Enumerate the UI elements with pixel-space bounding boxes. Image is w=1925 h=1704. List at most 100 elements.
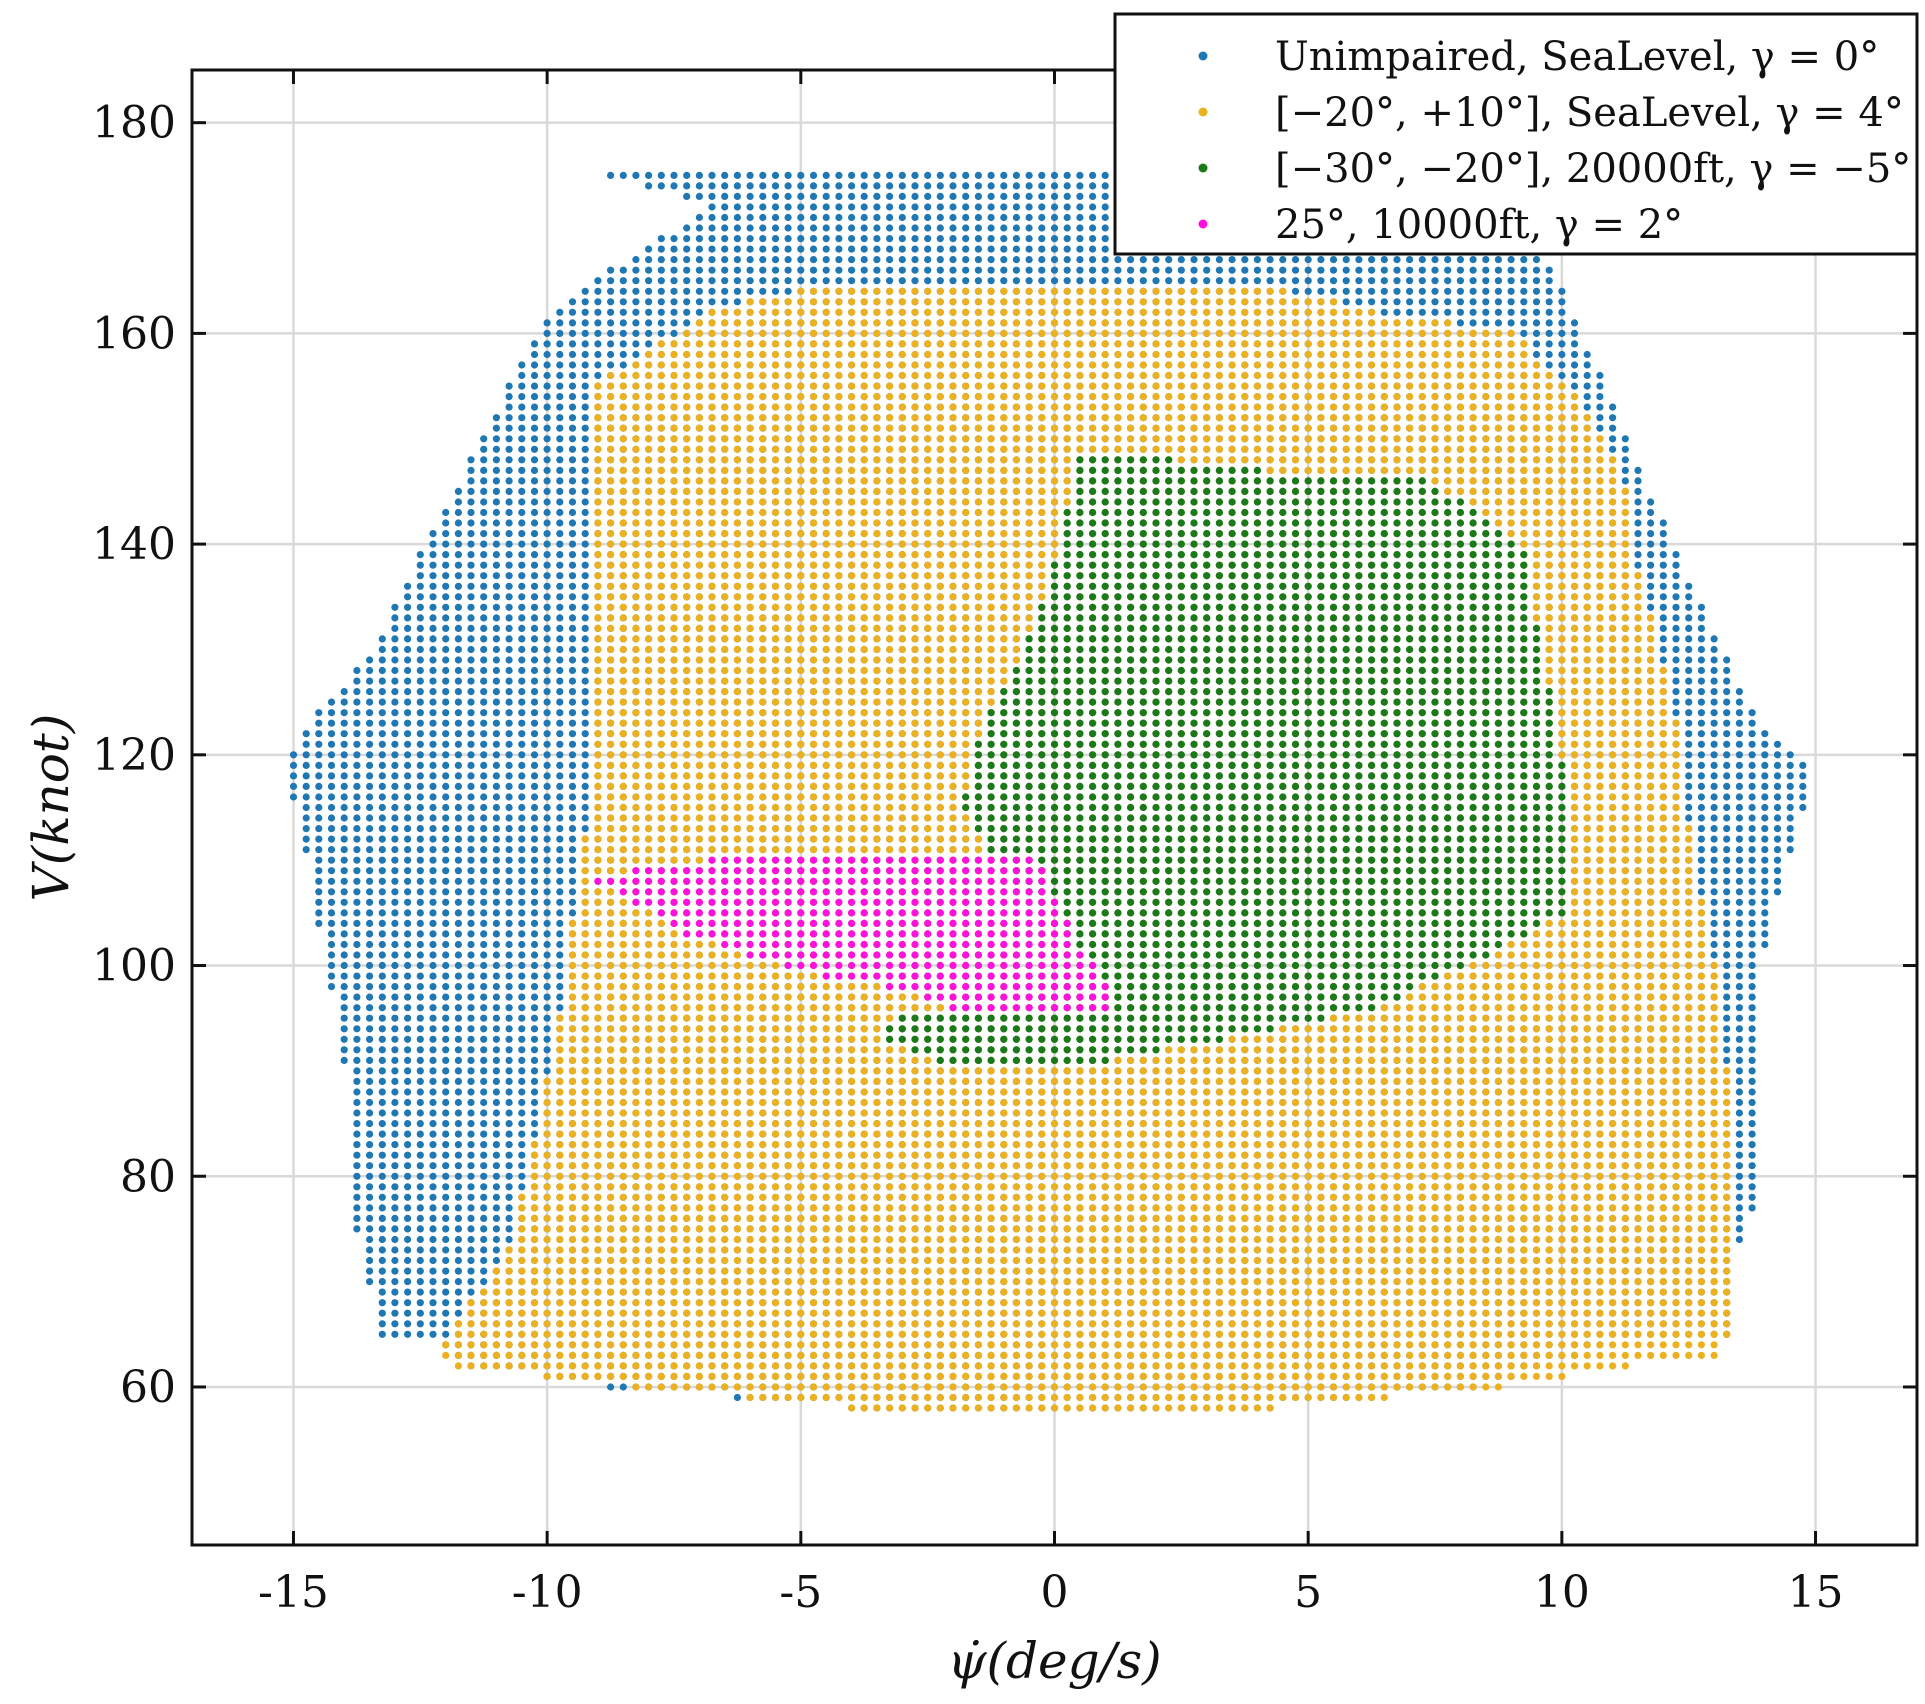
data-point	[530, 961, 539, 970]
data-point	[480, 1014, 488, 1022]
data-point	[543, 972, 551, 980]
data-point	[416, 1120, 424, 1128]
data-point	[429, 940, 437, 949]
data-point	[1748, 1130, 1756, 1138]
data-point	[467, 1288, 475, 1296]
data-point	[492, 1120, 500, 1128]
data-point	[1735, 1056, 1743, 1064]
data-point	[1735, 1025, 1743, 1033]
data-point	[492, 1067, 500, 1075]
data-point	[378, 993, 386, 1001]
data-point	[378, 1246, 386, 1254]
data-point	[315, 909, 323, 917]
data-point	[492, 961, 500, 970]
data-point	[391, 1109, 399, 1117]
data-point	[378, 1025, 386, 1033]
data-point	[1748, 919, 1756, 928]
data-point	[340, 930, 348, 938]
data-point	[454, 1183, 462, 1191]
data-point	[480, 1109, 488, 1117]
data-point	[442, 1088, 450, 1096]
data-point	[429, 951, 437, 959]
data-point	[366, 1235, 374, 1244]
data-point	[530, 1046, 539, 1054]
data-point	[442, 1035, 450, 1043]
data-point	[404, 1204, 412, 1212]
data-point	[467, 1183, 475, 1191]
data-point	[340, 961, 348, 970]
data-point	[467, 1204, 475, 1212]
data-point	[480, 1067, 488, 1075]
data-point	[543, 993, 551, 1001]
data-point	[480, 972, 488, 980]
data-point	[391, 919, 399, 928]
data-point	[467, 1014, 475, 1022]
data-point	[480, 1004, 488, 1012]
data-point	[467, 1141, 475, 1149]
data-point	[404, 1120, 412, 1128]
data-point	[416, 1014, 424, 1022]
data-point	[1735, 1120, 1743, 1128]
data-point	[530, 1109, 539, 1117]
data-point	[1735, 940, 1743, 949]
data-point	[492, 1014, 500, 1022]
data-point	[1748, 1120, 1756, 1128]
data-point	[378, 1067, 386, 1075]
data-point	[454, 1088, 462, 1096]
data-point	[378, 1193, 386, 1201]
data-point	[327, 951, 336, 959]
data-point	[454, 1067, 462, 1075]
data-point	[429, 1120, 437, 1128]
data-point	[530, 951, 539, 959]
data-point	[353, 1046, 361, 1054]
data-point	[492, 1109, 500, 1117]
data-point	[442, 1067, 450, 1075]
data-point	[416, 1077, 424, 1085]
data-point	[480, 1098, 488, 1107]
data-point	[429, 1193, 437, 1201]
data-point	[404, 1320, 412, 1328]
data-point	[429, 1151, 437, 1159]
data-point	[416, 1235, 424, 1244]
data-point	[1735, 1004, 1743, 1012]
data-point	[366, 983, 374, 991]
data-point	[366, 1204, 374, 1212]
data-point	[454, 909, 462, 917]
data-point	[556, 919, 564, 928]
data-point	[480, 1225, 488, 1233]
data-point	[378, 1120, 386, 1128]
data-point	[391, 1025, 399, 1033]
data-point	[366, 1193, 374, 1201]
data-point	[1748, 930, 1756, 938]
data-point	[454, 1141, 462, 1149]
data-point	[429, 1330, 437, 1338]
data-point	[391, 1141, 399, 1149]
data-point	[530, 1088, 539, 1096]
data-point	[480, 1035, 488, 1043]
data-point	[416, 951, 424, 959]
data-point	[556, 961, 564, 970]
data-point	[1748, 951, 1756, 959]
data-point	[480, 1077, 488, 1085]
data-point	[378, 1320, 386, 1328]
data-point	[378, 1056, 386, 1064]
data-point	[454, 1098, 462, 1107]
data-point	[353, 1088, 361, 1096]
data-point	[366, 1098, 374, 1107]
data-point	[404, 1172, 412, 1180]
data-point	[353, 919, 361, 928]
data-point	[454, 1193, 462, 1201]
data-point	[1723, 951, 1731, 959]
data-point	[366, 1267, 374, 1275]
data-point	[391, 1130, 399, 1138]
data-point	[556, 940, 564, 949]
data-point	[1735, 951, 1743, 959]
data-point	[429, 993, 437, 1001]
data-point	[391, 983, 399, 991]
data-point	[340, 993, 348, 1001]
data-point	[556, 993, 564, 1001]
data-point	[480, 1046, 488, 1054]
data-point	[518, 919, 526, 928]
data-point	[442, 1056, 450, 1064]
data-point	[391, 961, 399, 970]
